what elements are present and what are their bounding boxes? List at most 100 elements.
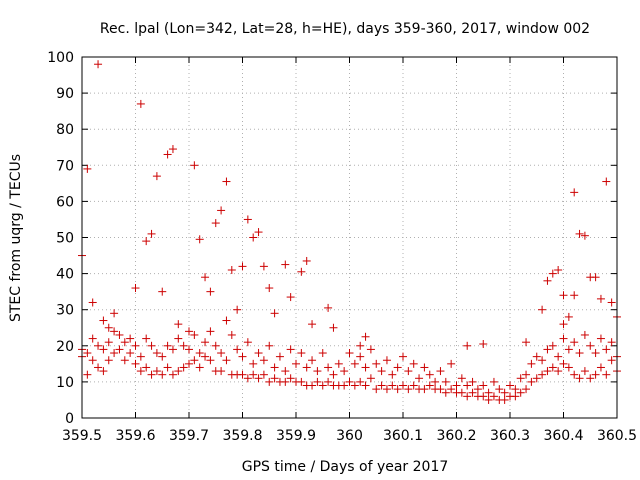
data-point <box>152 172 161 181</box>
data-point <box>174 320 183 329</box>
data-point <box>409 381 418 390</box>
data-point <box>195 235 204 244</box>
data-point <box>131 359 140 368</box>
data-point <box>559 359 568 368</box>
data-point <box>243 215 252 224</box>
data-point <box>575 229 584 238</box>
data-point <box>377 367 386 376</box>
data-point <box>559 334 568 343</box>
data-point <box>356 341 365 350</box>
data-point <box>543 345 552 354</box>
data-point <box>463 381 472 390</box>
data-point <box>580 367 589 376</box>
data-point <box>308 356 317 365</box>
x-tick-label: 360.3 <box>490 428 530 444</box>
data-point <box>388 381 397 390</box>
data-point <box>564 345 573 354</box>
data-point <box>275 352 284 361</box>
data-point <box>495 385 504 394</box>
data-point <box>254 228 263 237</box>
data-point <box>126 334 135 343</box>
data-point <box>158 352 167 361</box>
data-point <box>233 305 242 314</box>
y-tick-label: 70 <box>56 158 74 174</box>
data-point <box>356 377 365 386</box>
data-point <box>190 330 199 339</box>
data-point <box>99 367 108 376</box>
data-point <box>570 291 579 300</box>
data-point <box>548 269 557 278</box>
data-point <box>522 385 531 394</box>
data-point <box>83 349 92 358</box>
data-point <box>463 341 472 350</box>
x-tick-label: 360.2 <box>436 428 476 444</box>
data-point <box>366 345 375 354</box>
data-point <box>575 349 584 358</box>
data-point <box>447 359 456 368</box>
data-point <box>238 352 247 361</box>
data-point <box>532 374 541 383</box>
data-point <box>479 392 488 401</box>
data-point <box>222 177 231 186</box>
data-point <box>110 309 119 318</box>
data-point <box>500 388 509 397</box>
data-point <box>286 345 295 354</box>
data-point <box>163 363 172 372</box>
data-point <box>532 352 541 361</box>
data-point <box>399 381 407 390</box>
data-point <box>265 341 274 350</box>
y-axis-label: STEC from uqrg / TECUs <box>8 154 24 322</box>
data-point <box>94 60 103 69</box>
data-point <box>538 356 547 365</box>
y-tick-label: 30 <box>56 303 74 319</box>
data-point <box>286 293 295 302</box>
data-point <box>174 334 183 343</box>
data-point <box>548 363 557 372</box>
data-point <box>468 388 477 397</box>
data-point <box>420 385 429 394</box>
data-point <box>83 164 92 173</box>
data-point <box>479 339 488 348</box>
x-tick-label: 360.5 <box>597 428 637 444</box>
data-point <box>602 370 611 379</box>
data-point <box>195 349 204 358</box>
data-point <box>152 367 161 376</box>
data-point <box>473 385 482 394</box>
data-point <box>238 262 247 271</box>
data-point <box>201 273 210 282</box>
data-point <box>441 377 450 386</box>
data-point <box>158 287 167 296</box>
data-point <box>340 381 349 390</box>
data-point <box>88 334 97 343</box>
data-point <box>580 330 589 339</box>
data-point <box>607 356 616 365</box>
data-point <box>527 359 536 368</box>
data-point <box>329 323 338 332</box>
y-tick-label: 90 <box>56 86 74 102</box>
data-point <box>243 374 252 383</box>
data-point <box>340 367 349 376</box>
data-point <box>570 370 579 379</box>
data-point <box>543 276 552 285</box>
axis-ticks: 359.5 359.6 359.7 359.8 359.9 360 360.1 360.2 36… <box>47 50 637 444</box>
data-point <box>302 256 311 265</box>
y-tick-label: 50 <box>56 231 74 247</box>
data-point <box>308 320 317 329</box>
data-point <box>206 327 215 336</box>
data-point <box>270 309 279 318</box>
data-point <box>292 359 300 368</box>
data-point <box>217 206 226 215</box>
data-point <box>586 341 595 350</box>
data-point <box>425 370 434 379</box>
data-point <box>580 231 589 240</box>
data-point <box>201 352 210 361</box>
data-point <box>168 145 177 154</box>
data-point <box>345 377 354 386</box>
data-point <box>564 312 573 321</box>
y-tick-label: 0 <box>65 411 74 427</box>
data-point <box>259 262 268 271</box>
data-point <box>249 233 258 242</box>
data-point <box>441 388 450 397</box>
data-point <box>415 374 424 383</box>
data-point <box>147 341 156 350</box>
